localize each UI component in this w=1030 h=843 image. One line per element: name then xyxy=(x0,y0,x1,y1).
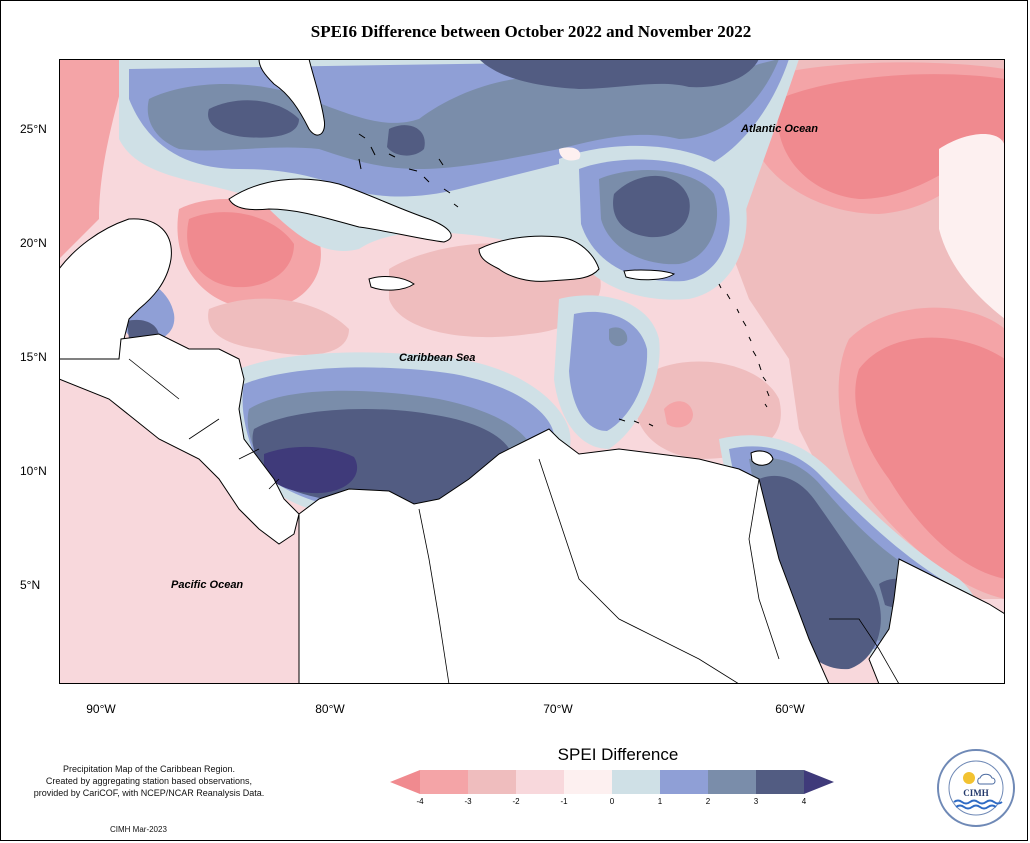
wave-icon xyxy=(953,799,1003,805)
spei-zone-yucatan-neg4 xyxy=(187,212,294,288)
small-islands xyxy=(358,133,770,427)
south-america-land xyxy=(298,428,830,684)
map-border xyxy=(59,59,1005,684)
spei-zone-gulf-pos4 xyxy=(208,100,299,138)
x-tick-70w: 70°W xyxy=(543,702,573,716)
map-title: SPEI6 Difference between October 2022 an… xyxy=(310,22,752,41)
legend-cell xyxy=(420,770,468,794)
cimh-logo: CIMH xyxy=(936,748,1016,828)
bahamas-islands xyxy=(358,133,459,208)
map-svg: Atlantic Ocean Caribbean Sea Pacific Oce… xyxy=(59,59,1005,684)
spei-zone-atlantic-light xyxy=(939,134,1005,319)
legend-tick-label: -2 xyxy=(512,797,520,806)
abc-islands xyxy=(618,418,654,427)
label-pacific-ocean: Pacific Ocean xyxy=(171,579,243,591)
legend-tick-label: -4 xyxy=(416,797,424,806)
legend-colorbar xyxy=(390,770,835,794)
spei-zone-pr-light xyxy=(559,147,581,161)
legend-cell xyxy=(468,770,516,794)
legend-svg xyxy=(390,770,834,794)
cimh-logo-svg: CIMH xyxy=(937,749,1015,827)
florida-land xyxy=(258,59,326,136)
spei-zone-pr-pos4 xyxy=(613,175,690,238)
legend-cell xyxy=(612,770,660,794)
x-tick-60w: 60°W xyxy=(775,702,805,716)
spei-zone-atlantic-pos4-top xyxy=(479,59,759,89)
legend-cell xyxy=(516,770,564,794)
y-tick-20n: 20°N xyxy=(20,236,47,250)
spei-zone-guiana-pos4 xyxy=(759,475,881,670)
legend-cell xyxy=(708,770,756,794)
y-tick-5n: 5°N xyxy=(20,578,41,592)
y-tick-25n: 25°N xyxy=(20,122,47,136)
cloud-icon xyxy=(977,773,996,785)
spei-zone-venezuela-neg3 xyxy=(664,401,693,428)
lesser-antilles-islands xyxy=(718,283,770,408)
map-panel[interactable]: Atlantic Ocean Caribbean Sea Pacific Oce… xyxy=(59,59,1005,684)
country-borders xyxy=(128,358,900,684)
legend-tick-label: 4 xyxy=(801,797,807,806)
spei-zone-central-pos2 xyxy=(569,311,648,431)
legend-tick-label: 1 xyxy=(657,797,663,806)
label-atlantic-ocean: Atlantic Ocean xyxy=(740,123,818,135)
legend-tick-label: -1 xyxy=(560,797,568,806)
y-tick-10n: 10°N xyxy=(20,464,47,478)
puerto-rico-land xyxy=(623,269,676,281)
sun-icon xyxy=(963,772,975,784)
logo-text: CIMH xyxy=(963,788,989,798)
central-america-borders xyxy=(128,358,280,490)
y-tick-15n: 15°N xyxy=(20,350,47,364)
x-tick-80w: 80°W xyxy=(315,702,345,716)
legend-tick-label: -3 xyxy=(464,797,472,806)
x-tick-90w: 90°W xyxy=(86,702,116,716)
legend-tick-label: 3 xyxy=(753,797,759,806)
credit-line-2: Created by aggregating station based obs… xyxy=(45,776,253,786)
spei-zone-venezuela-neg xyxy=(634,361,781,459)
land-masses xyxy=(59,59,1005,684)
spei-zone-bahamas-pos3 xyxy=(147,59,779,169)
guianas-coast-land xyxy=(868,558,1005,684)
spei-zone-bahamas-pos4a xyxy=(387,125,425,156)
spei-zone-sw-pos-gt4 xyxy=(264,446,358,494)
legend-cell xyxy=(756,770,804,794)
spei-zone-gulf-neg3 xyxy=(59,59,129,259)
hispaniola-land xyxy=(478,235,600,282)
credit-date: CIMH Mar-2023 xyxy=(110,825,167,834)
label-caribbean-sea: Caribbean Sea xyxy=(399,352,475,364)
legend-cell xyxy=(564,770,612,794)
legend-tick-label: 2 xyxy=(705,797,711,806)
spei-zone-central-pos3 xyxy=(609,327,628,347)
legend-cell xyxy=(660,770,708,794)
spei-zone-jamaica-neg xyxy=(208,298,349,355)
spei-zone-atlantic-neg4-east xyxy=(855,337,1005,579)
cuba-land xyxy=(228,178,452,243)
central-america-land xyxy=(59,333,300,545)
legend-title: SPEI Difference xyxy=(557,745,679,764)
credit-line-1: Precipitation Map of the Caribbean Regio… xyxy=(62,764,236,774)
credit-text: Precipitation Map of the Caribbean Regio… xyxy=(6,763,292,799)
legend-tick-label: 0 xyxy=(609,797,615,806)
trinidad-land xyxy=(750,450,774,466)
south-america-borders xyxy=(418,458,900,684)
legend-arrow-low xyxy=(390,770,420,794)
credit-line-3: provided by CariCOF, with NCEP/NCAR Rean… xyxy=(33,788,265,798)
jamaica-land xyxy=(368,276,415,291)
mexico-land xyxy=(59,218,172,360)
legend-arrow-high xyxy=(804,770,834,794)
